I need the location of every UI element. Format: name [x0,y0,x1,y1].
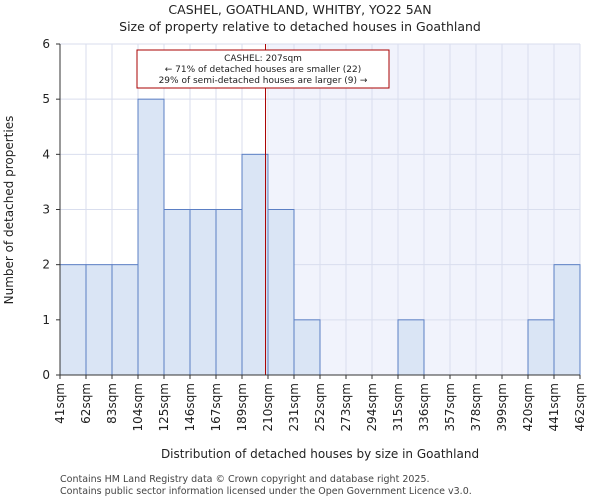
y-tick-label: 0 [42,368,50,382]
bar-125sqm [163,209,191,376]
x-tick-label: 399sqm [495,383,509,431]
y-tick-label: 5 [42,92,50,106]
x-tick-label: 315sqm [391,383,405,431]
bar-420sqm [527,319,555,376]
bar-189sqm [241,153,269,376]
chart-title: CASHEL, GOATHLAND, WHITBY, YO22 5AN [168,2,431,17]
x-tick-label: 420sqm [521,383,535,431]
chart-subtitle: Size of property relative to detached ho… [119,19,481,34]
bars [59,98,581,376]
x-tick-label: 378sqm [469,383,483,431]
bar-167sqm [215,209,243,376]
x-tick-label: 104sqm [131,383,145,431]
x-tick-label: 252sqm [313,383,327,431]
y-tick-label: 1 [42,313,50,327]
bar-315sqm [397,319,425,376]
x-tick-label: 41sqm [53,383,67,424]
bar-146sqm [189,209,217,376]
x-tick-label: 294sqm [365,383,379,431]
y-tick-label: 2 [42,258,50,272]
annotation-box [136,49,390,89]
footer-line1: Contains HM Land Registry data © Crown c… [60,474,430,485]
x-tick-label: 62sqm [79,383,93,424]
bar-62sqm [85,264,113,376]
bar-210sqm [267,209,295,376]
bar-231sqm [293,319,321,376]
x-tick-label: 189sqm [235,383,249,431]
footer-line2: Contains public sector information licen… [60,486,472,497]
x-tick-label: 231sqm [287,383,301,431]
x-tick-label: 83sqm [105,383,119,424]
annotation-line2: ← 71% of detached houses are smaller (22… [165,65,362,75]
x-tick-label: 210sqm [261,383,275,431]
y-tick-label: 6 [42,37,50,51]
bar-41sqm [59,264,87,376]
bar-83sqm [111,264,139,376]
x-tick-label: 125sqm [157,383,171,431]
x-ticks: 41sqm 62sqm 83sqm 104sqm 125sqm 146sqm 167sqm 1… [53,375,587,431]
x-tick-label: 441sqm [547,383,561,431]
y-tick-label: 4 [42,147,50,161]
y-tick-label: 3 [42,203,50,217]
y-axis-label: Number of detached properties [2,116,16,305]
x-axis-label: Distribution of detached houses by size … [161,447,479,461]
x-tick-label: 273sqm [339,383,353,431]
x-tick-label: 357sqm [443,383,457,431]
bar-104sqm [137,98,165,376]
x-tick-label: 167sqm [209,383,223,431]
annotation: CASHEL: 207sqm ← 71% of detached houses … [136,49,390,89]
annotation-line1: CASHEL: 207sqm [224,54,302,64]
x-tick-label: 146sqm [183,383,197,431]
x-tick-label: 336sqm [417,383,431,431]
bar-441sqm [553,264,581,376]
y-ticks: 0 1 2 3 4 5 6 [42,37,60,382]
x-tick-label: 462sqm [573,383,587,431]
annotation-line3: 29% of semi-detached houses are larger (… [159,76,368,86]
